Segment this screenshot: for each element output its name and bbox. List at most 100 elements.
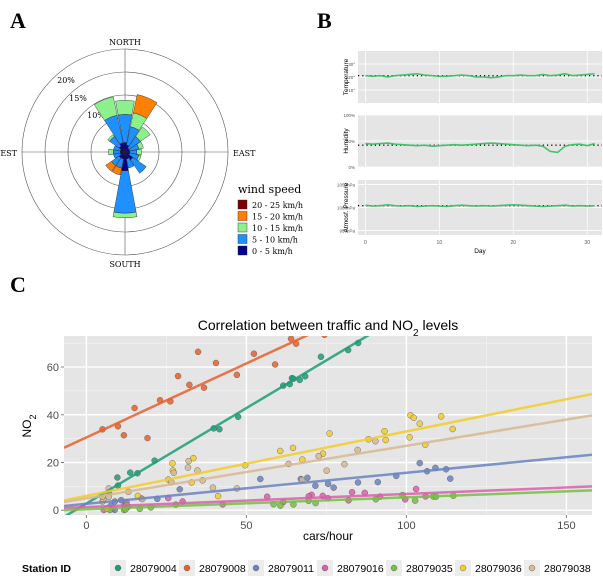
scatter-point (212, 359, 220, 367)
y-tick-label: 60 (47, 362, 59, 374)
y-axis-label: NO2 (20, 414, 38, 437)
scatter-point (447, 475, 454, 482)
x-tick-label: 0 (364, 240, 367, 246)
radial-tick-label: 10% (87, 111, 105, 120)
scatter-point (289, 444, 297, 452)
rose-wedge (119, 142, 126, 153)
legend-label: 15 - 20 km/h (252, 213, 303, 222)
facet-y-tick-label: 1000hPa (337, 206, 356, 211)
scatter-point (194, 348, 202, 356)
wind-legend-title: wind speed (238, 183, 301, 196)
scatter-point (437, 413, 445, 420)
y-tick-label: 40 (47, 410, 59, 422)
scatter-point (449, 425, 456, 433)
legend-swatch (237, 199, 248, 210)
scatter-point (354, 479, 362, 486)
scatter-point (214, 492, 222, 500)
scatter-point (321, 336, 328, 339)
scatter-point (127, 469, 134, 476)
legend-label: 28079038 (544, 563, 591, 575)
chart-title-subscript: 2 (413, 328, 419, 339)
regression-line (64, 336, 309, 449)
legend-key-marker (183, 564, 191, 572)
scatter-point (277, 447, 284, 455)
x-tick-label: 30 (584, 240, 590, 246)
facet-y-tick-label: 100% (343, 113, 355, 118)
facet-label: Atmosf. Pressure (343, 182, 350, 232)
legend-label: 0 - 5 km/h (252, 247, 293, 256)
legend-key-marker (252, 564, 260, 572)
rose-wedge (124, 151, 134, 161)
scatter-point (315, 452, 322, 460)
scatter-point (448, 291, 454, 297)
y-tick-label: 20 (47, 457, 59, 469)
scatter-point (312, 482, 319, 489)
radial-tick-label: 15% (69, 94, 87, 103)
scatter-point (408, 277, 414, 283)
scatter-point (323, 467, 330, 474)
x-tick-label: 10 (437, 240, 443, 246)
legend-label: 28079016 (337, 563, 384, 575)
scatter-point (423, 301, 429, 307)
wind-rose-chart: NORTH EAST SOUTH WEST 10%15% 20% wind speed 20 … (0, 38, 303, 268)
facet-y-tick-label: 950hPa (339, 228, 355, 233)
direction-label: NORTH (109, 38, 141, 47)
x-axis-label: Day (474, 248, 486, 255)
y-axis-label-main: NO (20, 420, 34, 438)
facet-series-line (365, 72, 595, 79)
facet-y-tick-label: 20° (348, 75, 355, 80)
scatter-point (412, 485, 420, 493)
scatter-point (354, 446, 361, 454)
legend-key-marker (114, 564, 122, 572)
legend-key-marker (459, 564, 467, 572)
legend-key-marker (528, 564, 536, 572)
regression-line (64, 489, 592, 512)
facet-y-tick-label: 1050hPa (337, 183, 356, 188)
facet-y-tick-label: 10° (348, 88, 355, 93)
scatter-point (233, 371, 241, 379)
scatter-point (317, 353, 325, 360)
scatter-point (131, 404, 138, 412)
scatter-point (250, 350, 258, 357)
panel-c-letter: C (10, 272, 26, 297)
facet-label: Humidity (343, 128, 350, 154)
y-axis-label-subscript: 2 (28, 414, 38, 419)
x-tick-label: 20 (510, 240, 516, 246)
scatter-point (406, 434, 413, 441)
direction-label: SOUTH (109, 260, 140, 268)
facet-series-line (365, 142, 595, 154)
direction-label: EAST (233, 149, 256, 158)
scatter-point (257, 475, 264, 483)
scatter-point (174, 372, 182, 380)
regression-line (64, 485, 592, 510)
legend-label: 28079035 (406, 563, 453, 575)
scatter-point (209, 484, 217, 491)
scatter-point (184, 464, 192, 471)
scatter-point (411, 497, 419, 504)
legend-label: 28079011 (268, 563, 314, 575)
legend-label: 10 - 15 km/h (252, 224, 303, 233)
scatter-point (428, 252, 434, 258)
legend-swatch (237, 222, 248, 233)
chart-title-tail: levels (419, 317, 459, 333)
facet-y-tick-label: 30° (348, 62, 355, 67)
legend-label: 5 - 10 km/h (252, 236, 298, 245)
scatter-point (330, 484, 337, 491)
scatter-point (186, 381, 193, 389)
legend-label: 28079004 (130, 563, 177, 575)
scatter-point (348, 489, 356, 496)
scatter-point (190, 454, 197, 462)
scatter-point (185, 457, 192, 465)
scatter-point (271, 361, 279, 368)
legend-swatch (237, 245, 248, 256)
legend-label: 20 - 25 km/h (252, 201, 303, 210)
regression-line (64, 336, 370, 515)
legend-key-marker (321, 564, 329, 572)
weather-line-chart: 30° 20° 10°Temperature 100% 50% 0% Humidity 105… (337, 51, 602, 255)
scatter-point (200, 384, 208, 391)
scatter-point (394, 307, 400, 313)
facet-y-tick-label: 0% (348, 165, 355, 170)
rose-wedge (123, 142, 127, 153)
chart-title: Correlation between traffic and NO2 leve… (198, 317, 459, 339)
